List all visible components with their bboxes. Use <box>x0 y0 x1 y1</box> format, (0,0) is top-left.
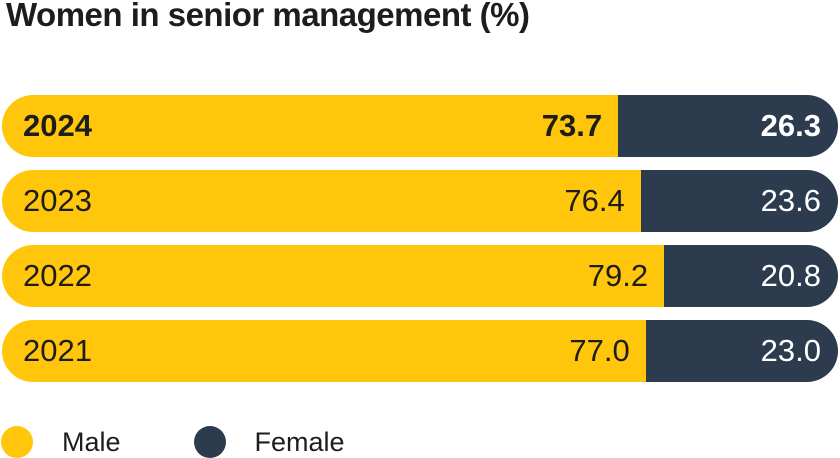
bar-chart: 2024 73.7 26.3 2023 76.4 23.6 2022 79.2 20.8 2021… <box>2 95 838 395</box>
male-segment-2022: 2022 79.2 <box>2 245 665 307</box>
female-segment-2022: 20.8 <box>664 245 838 307</box>
male-segment-2021: 2021 77.0 <box>2 320 646 382</box>
legend-item-female: Female <box>193 426 418 458</box>
male-value-label: 73.7 <box>541 108 603 143</box>
chart-title: Women in senior management (%) <box>6 0 530 33</box>
category-label: 2021 <box>23 333 92 368</box>
female-segment-2023: 23.6 <box>640 170 838 232</box>
bar-row-2024: 2024 73.7 26.3 <box>2 95 838 157</box>
male-value-label: 79.2 <box>587 258 649 293</box>
male-value-label: 76.4 <box>564 183 625 218</box>
legend-label-female: Female <box>254 426 345 457</box>
male-value-label: 77.0 <box>569 333 630 368</box>
bar-row-2021: 2021 77.0 23.0 <box>2 320 838 382</box>
legend-label-male: Male <box>62 426 121 457</box>
female-swatch-icon <box>193 426 226 458</box>
category-label: 2023 <box>23 183 92 218</box>
female-value-label: 23.6 <box>760 183 821 218</box>
female-value-label: 26.3 <box>760 108 821 143</box>
male-segment-2023: 2023 76.4 <box>2 170 641 232</box>
bar-row-2022: 2022 79.2 20.8 <box>2 245 838 307</box>
category-label: 2024 <box>23 108 92 143</box>
female-segment-2024: 26.3 <box>618 95 838 157</box>
bar-row-2023: 2023 76.4 23.6 <box>2 170 838 232</box>
female-value-label: 23.0 <box>760 333 821 368</box>
male-segment-2024: 2024 73.7 <box>2 95 619 157</box>
legend-item-male: Male <box>1 426 194 458</box>
legend: Male Female <box>1 426 418 458</box>
male-swatch-icon <box>1 426 33 458</box>
female-segment-2021: 23.0 <box>645 320 838 382</box>
female-value-label: 20.8 <box>760 258 821 293</box>
category-label: 2022 <box>23 258 92 293</box>
